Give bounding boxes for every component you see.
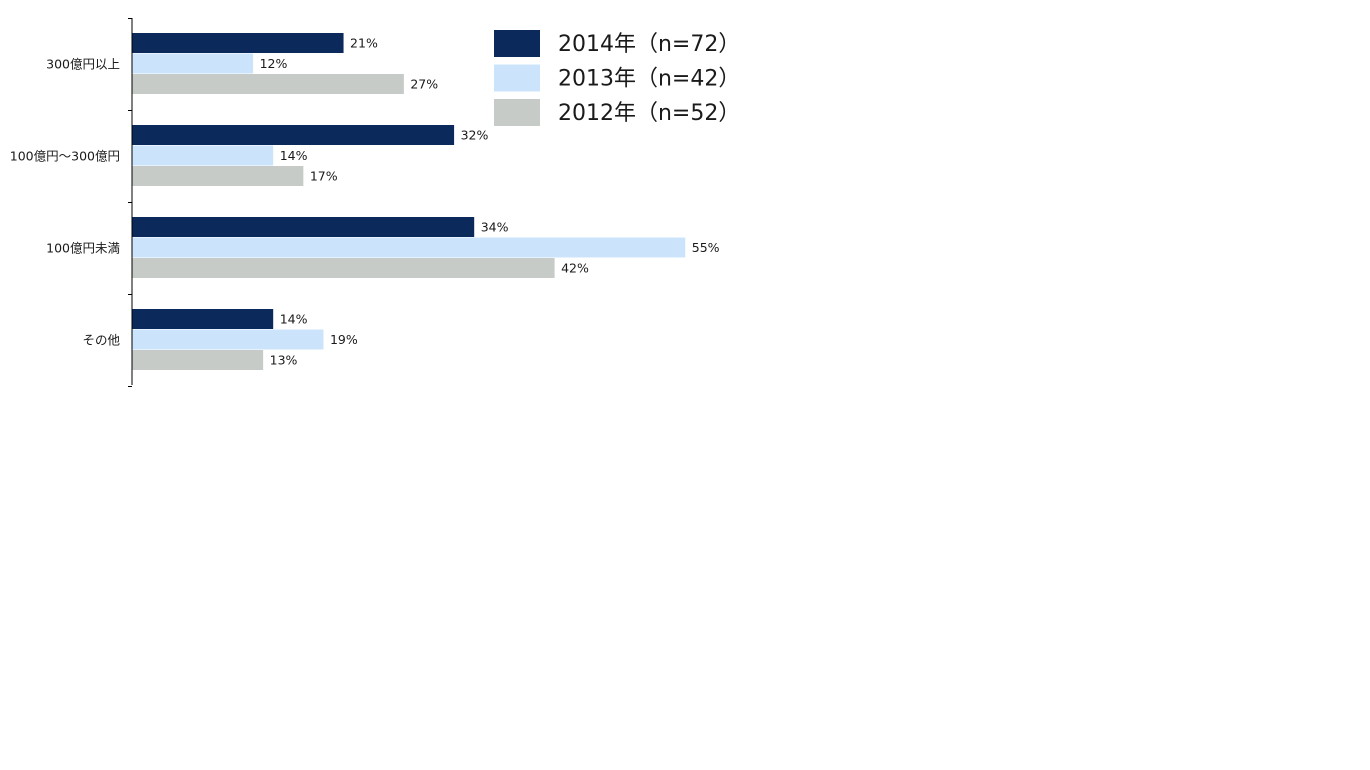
category-label: その他 [82,333,120,348]
legend-label: 2014年（n=72） [558,32,740,57]
data-label: 34% [481,220,509,235]
bar [132,145,274,166]
legend-swatch [494,99,540,126]
category-label: 100億円未満 [46,241,120,256]
bar [132,125,455,145]
bar [132,53,254,74]
bar [132,309,274,329]
bar [132,217,475,237]
chart-legend: 2014年（n=72） 2013年（n=42） 2012年（n=52） [494,30,740,126]
chart-bars [132,33,686,370]
bar [132,350,264,370]
bar [132,258,555,278]
bar [132,74,404,94]
legend-swatch [494,64,540,92]
data-label: 19% [330,332,358,347]
data-label: 13% [270,353,298,368]
chart-labels: 300億円以上21%12%27%100億円～300億円32%14%17%100億… [10,36,720,368]
category-label: 300億円以上 [46,57,120,72]
chart-axis [128,18,133,387]
data-label: 14% [280,148,308,163]
category-label: 100億円～300億円 [10,149,120,164]
data-label: 32% [461,128,489,143]
bar [132,166,304,186]
legend-label: 2012年（n=52） [558,101,740,126]
legend-label: 2013年（n=42） [558,67,740,92]
data-label: 14% [280,312,308,327]
data-label: 55% [692,240,720,255]
bar [132,33,344,53]
legend-swatch [494,30,540,57]
data-label: 27% [410,77,438,92]
data-label: 12% [260,56,288,71]
bar [132,329,324,350]
bar [132,237,686,258]
data-label: 42% [561,261,589,276]
data-label: 21% [350,36,378,51]
data-label: 17% [310,169,338,184]
